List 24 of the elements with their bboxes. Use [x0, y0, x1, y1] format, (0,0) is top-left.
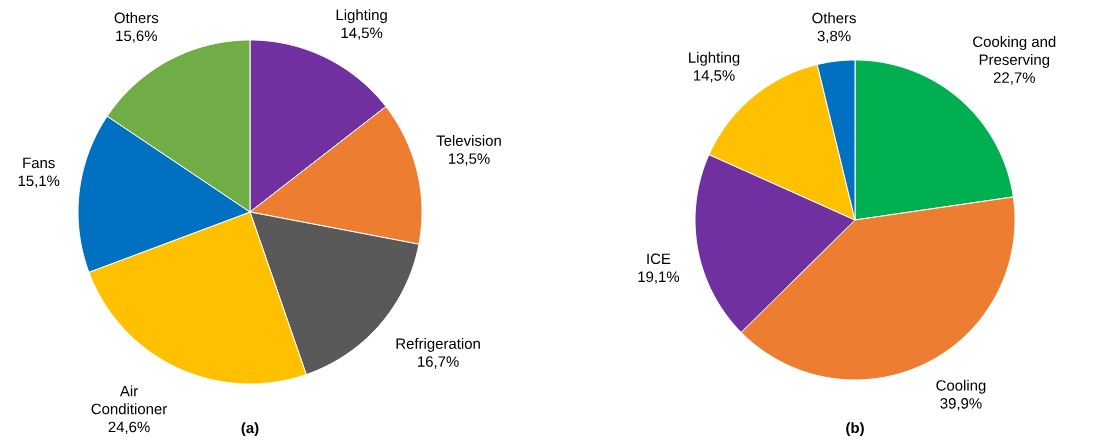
slice-label: Fans — [23, 157, 55, 169]
data-label: 15,1% — [18, 175, 60, 188]
slice-label: Lighting — [336, 9, 387, 24]
data-label: 14,5% — [341, 27, 383, 40]
text: (a) — [241, 422, 259, 437]
slice-label: Others — [812, 12, 856, 24]
data-label: 13,5% — [448, 153, 490, 166]
data-label: 15,6% — [116, 30, 157, 43]
text: (b) — [846, 422, 864, 437]
slice-label: Others — [114, 12, 159, 24]
data-label: 22,7% — [993, 72, 1035, 85]
slice-label: Air Conditioner — [91, 385, 167, 415]
data-label: 24,6% — [108, 421, 150, 434]
slice-label: Television — [436, 134, 501, 146]
slice-label: Cooling — [936, 379, 986, 394]
slice-label: ICE — [647, 253, 671, 265]
data-label: 16,7% — [418, 356, 459, 369]
slice-label: Lighting — [689, 51, 740, 66]
data-label: 39,9% — [940, 398, 982, 411]
slice-label: Refrigeration — [396, 337, 480, 352]
slice-label: Cooking and Preserving — [973, 36, 1056, 68]
data-label: 19,1% — [638, 271, 680, 284]
data-label: 14,5% — [693, 70, 735, 83]
data-label: 3,8% — [817, 30, 851, 44]
